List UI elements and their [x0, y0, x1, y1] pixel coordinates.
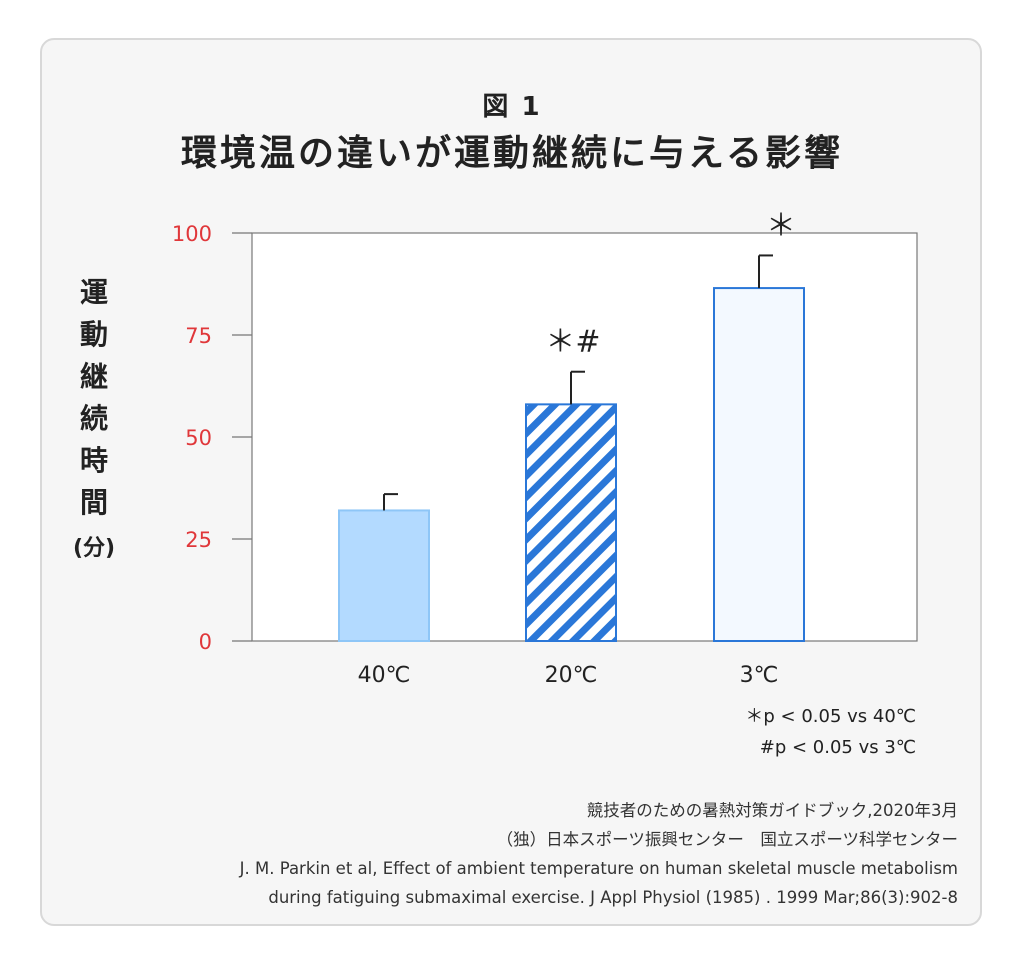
significance-label: ＊ — [766, 208, 796, 243]
y-axis-label: 運 動 継 続 時 間 (分) — [62, 272, 126, 570]
figure-label: 図 1 — [482, 92, 542, 122]
x-category-label: 3℃ — [740, 663, 779, 688]
significance-legend: ＊p < 0.05 vs 40℃ — [745, 706, 916, 727]
y-axis-label-char: 継 — [79, 360, 108, 393]
source-line: 競技者のための暑熱対策ガイドブック,2020年3月 — [586, 801, 958, 820]
bar — [338, 509, 430, 642]
figure-title: 環境温の違いが運動継続に与える影響 — [181, 133, 843, 174]
significance-label: ＊# — [545, 325, 600, 360]
y-tick-label: 0 — [199, 630, 212, 654]
y-tick-label: 50 — [185, 426, 212, 450]
y-tick-label: 75 — [185, 324, 212, 348]
y-tick-label: 25 — [185, 528, 212, 552]
source-line: （独）日本スポーツ振興センター 国立スポーツ科学センター — [496, 830, 958, 849]
y-axis-unit: (分) — [72, 536, 116, 561]
x-category-label: 20℃ — [545, 663, 598, 688]
x-category-label: 40℃ — [358, 663, 411, 688]
source-citation: 競技者のための暑熱対策ガイドブック,2020年3月 （独）日本スポーツ振興センタ… — [240, 796, 958, 912]
y-axis-label-char: 続 — [79, 402, 108, 435]
significance-legend: #p < 0.05 vs 3℃ — [760, 737, 916, 758]
bar — [525, 403, 617, 642]
source-line: during fatiguing submaximal exercise. J … — [268, 888, 958, 907]
y-axis-label-char: 運 — [79, 276, 108, 309]
y-tick-label: 100 — [172, 222, 212, 246]
y-axis-label-char: 時 — [79, 444, 108, 477]
y-axis-label-char: 間 — [79, 486, 108, 519]
source-line: J. M. Parkin et al, Effect of ambient te… — [239, 859, 958, 878]
y-axis-label-char: 動 — [79, 318, 108, 351]
bar — [713, 287, 805, 642]
